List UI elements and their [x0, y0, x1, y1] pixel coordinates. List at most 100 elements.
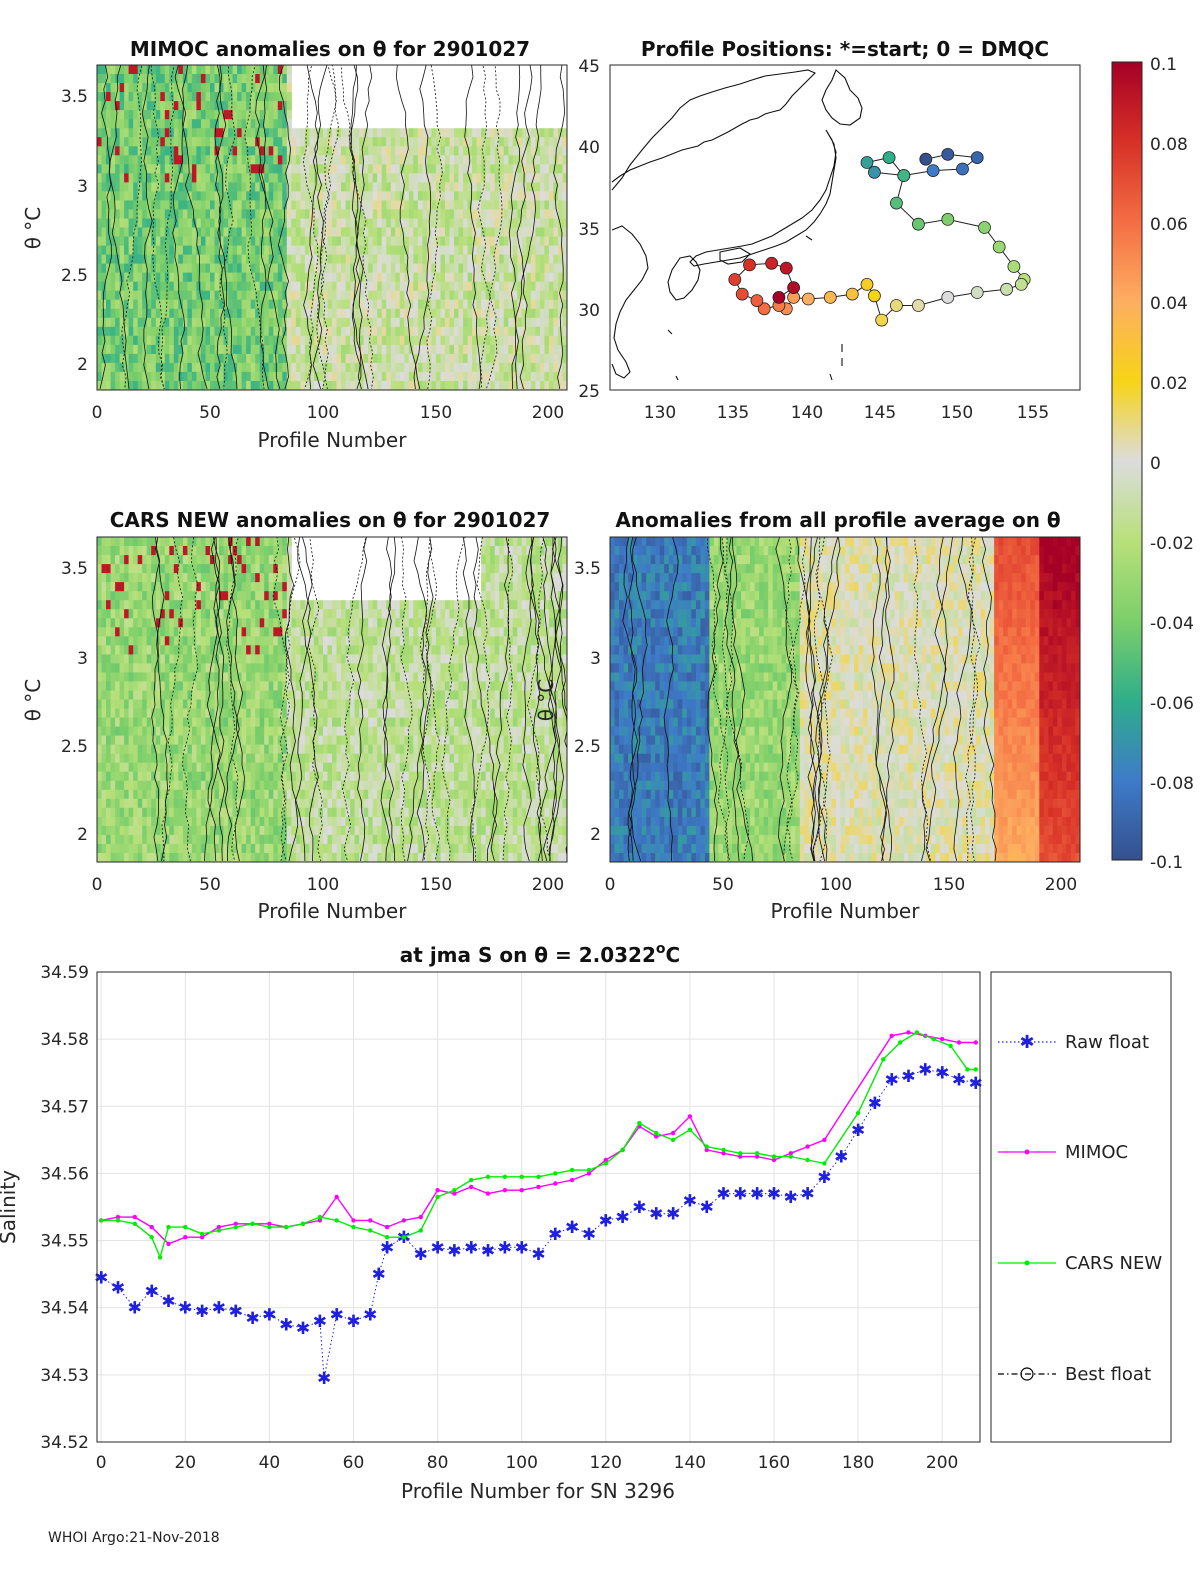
heatmap-cell	[124, 771, 130, 782]
heatmap-cell	[223, 853, 229, 862]
heatmap-cell	[232, 681, 238, 691]
heatmap-cell	[191, 717, 197, 728]
heatmap-cell	[404, 146, 410, 156]
shikoku	[719, 247, 751, 265]
heatmap-cell	[553, 137, 559, 147]
heatmap-cell	[368, 182, 374, 192]
heatmap-cell	[268, 816, 274, 827]
heatmap-cell	[223, 371, 229, 382]
heatmap-cell	[169, 119, 175, 129]
heatmap-cell	[160, 798, 166, 809]
heatmap-cell	[155, 672, 161, 682]
heatmap-cell	[160, 690, 166, 701]
heatmap-cell	[268, 609, 274, 619]
heatmap-cell	[106, 798, 112, 809]
heatmap-cell	[200, 798, 206, 809]
heatmap-cell	[250, 119, 256, 129]
heatmap-cell	[232, 272, 238, 283]
heatmap-cell	[210, 816, 216, 827]
heatmap-cell	[481, 164, 487, 174]
heatmap-cell	[246, 600, 252, 610]
heatmap-cell	[259, 834, 265, 845]
heatmap-cell	[137, 600, 143, 610]
heatmap-cell	[223, 627, 229, 637]
heatmap-cell	[535, 299, 541, 310]
heatmap-cell	[463, 173, 469, 183]
heatmap-cell	[255, 798, 261, 809]
heatmap-cell	[395, 191, 401, 201]
heatmap-cell	[530, 254, 536, 265]
heatmap-cell	[137, 582, 143, 592]
heatmap-cell	[205, 753, 211, 764]
heatmap-cell	[191, 371, 197, 382]
heatmap-cell	[187, 335, 193, 346]
heatmap-cell	[237, 110, 243, 120]
heatmap-cell	[282, 119, 288, 129]
heatmap-cell	[363, 362, 369, 373]
heatmap-cell	[336, 308, 342, 319]
heatmap-cell	[205, 717, 211, 728]
heatmap-cell	[286, 555, 292, 565]
heatmap-cell	[273, 807, 279, 818]
heatmap-cell	[115, 155, 121, 165]
heatmap-cell	[494, 200, 500, 210]
heatmap-cell	[539, 218, 545, 229]
heatmap-cell	[124, 173, 130, 183]
heatmap-cell	[173, 101, 179, 111]
heatmap-cell	[182, 344, 188, 355]
heatmap-cell	[106, 717, 112, 728]
heatmap-cell	[133, 74, 139, 84]
heatmap-cell	[268, 290, 274, 301]
heatmap-cell	[137, 627, 143, 637]
heatmap-cell	[110, 609, 116, 619]
heatmap-cell	[250, 110, 256, 120]
track-point	[956, 162, 969, 176]
heatmap-cell	[187, 182, 193, 192]
heatmap-cell	[110, 299, 116, 310]
heatmap-cell	[178, 209, 184, 219]
heatmap-cell	[309, 362, 315, 373]
heatmap-cell	[562, 236, 567, 247]
heatmap-cell	[169, 843, 175, 854]
heatmap-cell	[196, 825, 202, 836]
heatmap-cell	[273, 663, 279, 673]
heatmap-cell	[318, 191, 324, 201]
heatmap-cell	[553, 299, 559, 310]
heatmap-cell	[196, 753, 202, 764]
heatmap-cell	[196, 681, 202, 691]
heatmap-cell	[476, 317, 482, 328]
heatmap-cell	[332, 137, 338, 147]
heatmap-cell	[485, 317, 491, 328]
heatmap-cell	[449, 236, 455, 247]
heatmap-cell	[228, 110, 234, 120]
heatmap-cell	[191, 290, 197, 301]
heatmap-cell	[259, 110, 265, 120]
heatmap-cell	[110, 218, 116, 229]
heatmap-cell	[160, 654, 166, 664]
heatmap-cell	[264, 618, 270, 628]
heatmap-cell	[219, 537, 225, 547]
heatmap-cell	[146, 83, 152, 93]
heatmap-cell	[499, 281, 505, 292]
heatmap-cell	[318, 164, 324, 174]
heatmap-cell	[182, 101, 188, 111]
heatmap-cell	[182, 128, 188, 138]
heatmap-cell	[526, 209, 532, 219]
heatmap-cell	[345, 326, 351, 337]
heatmap-cell	[259, 537, 265, 547]
heatmap-cell	[494, 281, 500, 292]
heatmap-cell	[494, 371, 500, 382]
heatmap-cell	[124, 218, 130, 229]
heatmap-cell	[304, 191, 310, 201]
heatmap-cell	[232, 564, 238, 574]
heatmap-cell	[250, 218, 256, 229]
heatmap-cell	[191, 65, 197, 75]
heatmap-cell	[164, 381, 170, 390]
heatmap-cell	[205, 371, 211, 382]
heatmap-cell	[223, 717, 229, 728]
heatmap-cell	[422, 317, 428, 328]
heatmap-cell	[431, 128, 437, 138]
heatmap-cell	[408, 164, 414, 174]
heatmap-cell	[286, 254, 292, 265]
heatmap-cell	[237, 600, 243, 610]
